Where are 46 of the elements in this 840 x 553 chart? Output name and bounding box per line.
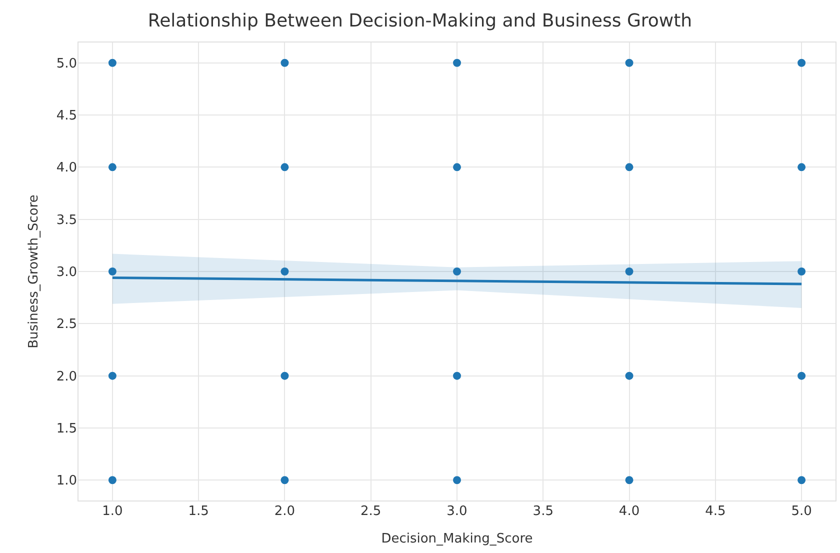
y-tick-label: 1.5 [56,422,77,437]
point [453,268,461,276]
y-axis-title: Business_Growth_Score [26,194,42,348]
point [798,58,806,67]
x-tick-label: 4.0 [618,504,640,519]
x-tick-label: 3.5 [532,504,554,519]
point [108,58,116,67]
chart-title: Relationship Between Decision-Making and Business Growth [148,10,692,32]
x-axis-title: Decision_Making_Score [381,532,533,547]
y-tick-label: 1.0 [56,474,77,489]
point [280,476,289,484]
point [453,163,461,172]
x-tick-label: 5.0 [791,504,812,519]
point [108,476,116,484]
y-tick-label: 2.0 [56,369,77,384]
point [798,476,806,484]
point [280,268,289,276]
y-tick-label: 4.0 [56,160,77,176]
y-tick-label: 3.5 [56,212,77,228]
point [798,268,806,276]
y-tick-label: 5.0 [56,56,77,72]
point [625,58,634,67]
point [280,372,289,380]
point [453,372,461,380]
point [798,163,806,172]
point [798,372,806,380]
y-tick-label: 2.5 [56,317,77,332]
point [453,58,461,67]
point [280,163,289,172]
y-tick-label: 3.0 [56,265,77,280]
point [453,476,461,484]
point [108,268,116,276]
point [108,163,116,172]
point [625,163,634,172]
x-tick-label: 1.0 [102,504,123,519]
point [625,372,634,380]
point [280,58,289,67]
x-tick-label: 1.5 [188,504,209,519]
x-tick-label: 2.0 [274,504,296,519]
point [625,476,634,484]
y-tick-label: 4.5 [56,108,77,124]
point [108,372,116,380]
x-tick-label: 3.0 [446,504,468,519]
point [625,268,634,276]
x-tick-label: 4.5 [705,504,726,519]
x-tick-label: 2.5 [360,504,382,519]
